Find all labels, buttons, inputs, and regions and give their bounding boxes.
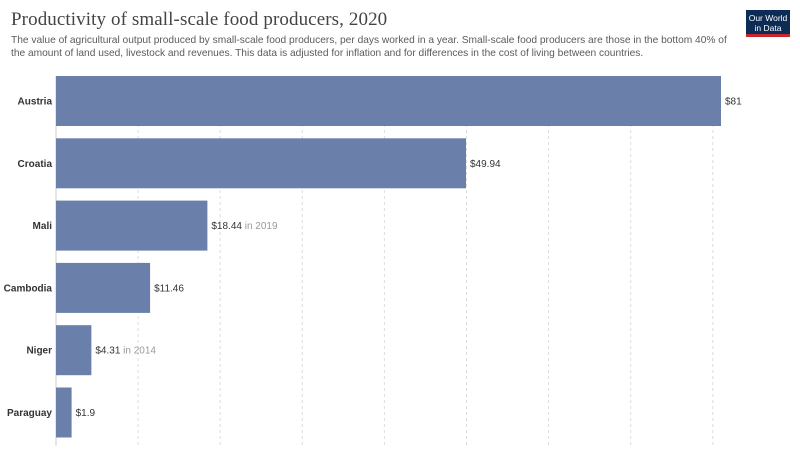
value-label: $18.44 in 2019 [211, 221, 278, 232]
chart-subtitle: The value of agricultural output produce… [11, 35, 727, 59]
bars: Austria $81 Croatia $49.94 Mali $18.44 in 201… [4, 76, 742, 438]
bar-paraguay[interactable] [56, 387, 72, 438]
category-label: Cambodia [4, 283, 53, 294]
owid-logo[interactable]: Our World in Data [746, 10, 790, 37]
category-label: Austria [18, 97, 53, 108]
bar-cambodia[interactable] [56, 262, 151, 313]
value-label: $81 [725, 97, 742, 108]
value-label: $1.9 [76, 408, 96, 419]
value-label: $11.46 [154, 283, 184, 294]
category-label: Paraguay [7, 408, 52, 419]
bar-austria[interactable] [56, 76, 721, 126]
category-label: Mali [33, 221, 53, 232]
value-label: $4.31 in 2014 [95, 346, 156, 357]
category-label: Croatia [18, 159, 53, 170]
chart-title: Productivity of small-scale food produce… [11, 9, 388, 30]
bar-croatia[interactable] [56, 138, 467, 189]
bar-mali[interactable] [56, 200, 208, 251]
logo-line-2: in Data [754, 23, 782, 33]
value-label: $49.94 [470, 159, 501, 170]
year-note: in 2019 [242, 221, 278, 232]
logo-line-1: Our World [748, 13, 788, 23]
bar-niger[interactable] [56, 325, 92, 376]
year-note: in 2014 [120, 346, 156, 357]
gridlines [55, 76, 714, 446]
category-label: Niger [26, 346, 52, 357]
